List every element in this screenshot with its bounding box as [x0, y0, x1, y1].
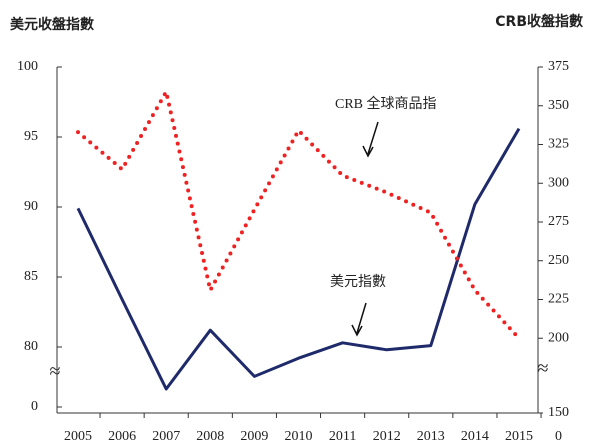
series-line [76, 89, 521, 341]
x-tick-label: 2008 [196, 429, 224, 444]
y2-tick-label: 150 [548, 405, 569, 420]
x-tick-label: 2009 [240, 429, 268, 444]
y-axis-title: 美元收盤指數 [10, 16, 94, 33]
x-tick-label: 2005 [64, 429, 92, 444]
x-tick-label: 2011 [329, 429, 356, 444]
x-tick-label: 2006 [108, 429, 136, 444]
y2-tick-label: 200 [548, 330, 569, 345]
x-tick-label: 2013 [417, 429, 445, 444]
axis-break: ≈ [538, 358, 549, 380]
x-tick-label: 2010 [285, 429, 313, 444]
y2-axis-title: CRB收盤指數 [495, 13, 583, 30]
y-tick-label: 95 [24, 129, 38, 144]
y2-tick-label: 275 [548, 214, 569, 229]
y-tick-label: 85 [24, 269, 38, 284]
y-tick-label: 100 [17, 59, 38, 74]
annotation: CRB 全球商品指 [335, 95, 437, 112]
y2-tick-label: 250 [548, 253, 569, 268]
x-tick-label: 2007 [152, 429, 180, 444]
y-tick-label: 0 [31, 399, 38, 414]
y2-tick-label: 325 [548, 137, 569, 152]
corner-text: 0 [555, 429, 562, 444]
annotation: 美元指數 [330, 274, 386, 290]
y2-tick-label: 350 [548, 98, 569, 113]
y-tick-label: 90 [24, 199, 38, 214]
y2-tick-label: 375 [548, 59, 569, 74]
annotation-arrow [351, 302, 367, 337]
annotation-arrow [362, 121, 379, 158]
series-line [76, 127, 521, 391]
y2-tick-label: 300 [548, 175, 569, 190]
x-tick-label: 2012 [373, 429, 401, 444]
y-tick-label: 80 [24, 339, 38, 354]
x-tick-label: 2014 [461, 429, 489, 444]
x-tick-label: 2015 [505, 429, 533, 444]
y2-tick-label: 225 [548, 292, 569, 307]
axis-break: ≈ [50, 361, 61, 383]
